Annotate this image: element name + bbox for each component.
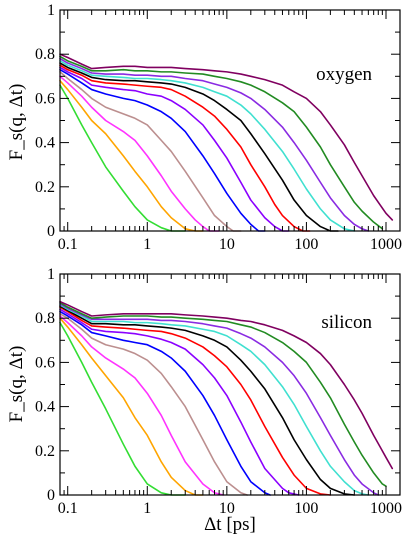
oxygen-ticks <box>60 9 400 232</box>
silicon-series-line-2 <box>59 317 204 496</box>
oxygen-x-tick-label-3: 100 <box>294 236 318 253</box>
oxygen-series-line-5 <box>59 68 266 232</box>
oxygen-y-tick-label-1: 0.2 <box>35 179 55 196</box>
oxygen-series-line-12 <box>59 53 394 221</box>
oxygen-y-tick-label-0: 0 <box>47 223 55 240</box>
silicon-y-axis-label-text: F_s(q, Δt) <box>6 346 27 423</box>
oxygen-y-tick-label-5: 1 <box>47 2 55 19</box>
silicon-series-line-10 <box>59 303 380 496</box>
silicon-series-line-11 <box>59 301 387 487</box>
silicon-x-tick-label-3: 100 <box>294 500 318 517</box>
oxygen-series-line-3 <box>59 75 220 232</box>
oxygen-y-axis-label-text: F_s(q, Δt) <box>6 84 27 161</box>
oxygen-curves <box>59 53 394 232</box>
silicon-y-axis-label: F_s(q, Δt) <box>6 346 27 423</box>
silicon-ticks <box>60 273 400 496</box>
oxygen-x-tick-labels: 0.1 1 10 100 1000 <box>58 236 402 253</box>
silicon-y-tick-label-2: 0.4 <box>35 399 55 416</box>
silicon-y-tick-label-1: 0.2 <box>35 443 55 460</box>
oxygen-x-tick-label-4: 1000 <box>370 236 402 253</box>
silicon-series-line-3 <box>59 315 225 496</box>
silicon-curves <box>59 300 394 496</box>
oxygen-series-line-8 <box>59 62 339 232</box>
silicon-annotation: silicon <box>321 312 372 333</box>
oxygen-series-line-7 <box>59 64 311 232</box>
silicon-series-line-8 <box>59 305 356 496</box>
oxygen-panel: 0 0.2 0.4 0.6 0.8 1 0.1 1 10 100 1000 oxygen F_s(… <box>6 2 402 253</box>
silicon-y-tick-labels: 0 0.2 0.4 0.6 0.8 1 <box>35 266 55 504</box>
silicon-series-line-12 <box>59 300 394 470</box>
oxygen-x-tick-label-0: 0.1 <box>58 236 78 253</box>
x-axis-label: Δt [ps] <box>204 514 256 535</box>
silicon-x-tick-label-0: 0.1 <box>58 500 78 517</box>
silicon-y-tick-label-0: 0 <box>47 487 55 504</box>
silicon-y-tick-label-3: 0.6 <box>35 354 55 371</box>
silicon-x-tick-label-4: 1000 <box>370 500 402 517</box>
silicon-y-tick-label-5: 1 <box>47 266 55 283</box>
oxygen-series-line-2 <box>59 79 204 232</box>
silicon-panel: 0 0.2 0.4 0.6 0.8 1 0.1 1 10 100 1000 silicon F_s… <box>6 266 402 535</box>
oxygen-series-line-9 <box>59 60 356 232</box>
oxygen-series-line-11 <box>59 55 384 230</box>
silicon-x-tick-label-2: 10 <box>219 500 235 517</box>
oxygen-y-tick-label-2: 0.4 <box>35 135 55 152</box>
oxygen-x-tick-label-2: 10 <box>219 236 235 253</box>
oxygen-series-line-10 <box>59 57 370 232</box>
oxygen-annotation: oxygen <box>316 64 372 85</box>
oxygen-series-line-6 <box>59 66 290 232</box>
oxygen-x-tick-label-1: 1 <box>143 236 151 253</box>
oxygen-series-line-1 <box>59 84 187 232</box>
silicon-plot-frame <box>59 273 401 496</box>
silicon-series-line-9 <box>59 304 370 496</box>
silicon-x-tick-label-1: 1 <box>143 500 151 517</box>
silicon-x-tick-labels: 0.1 1 10 100 1000 <box>58 500 402 517</box>
oxygen-y-tick-label-3: 0.6 <box>35 90 55 107</box>
silicon-series-line-5 <box>59 310 271 496</box>
oxygen-y-tick-label-4: 0.8 <box>35 46 55 63</box>
silicon-series-line-7 <box>59 306 332 496</box>
oxygen-y-axis-label: F_s(q, Δt) <box>6 84 27 161</box>
silicon-y-tick-label-4: 0.8 <box>35 310 55 327</box>
oxygen-y-tick-labels: 0 0.2 0.4 0.6 0.8 1 <box>35 2 55 240</box>
silicon-series-line-1 <box>59 321 187 496</box>
silicon-series-line-4 <box>59 312 248 496</box>
silicon-series-line-6 <box>59 308 300 496</box>
oxygen-series-line-4 <box>59 71 242 232</box>
